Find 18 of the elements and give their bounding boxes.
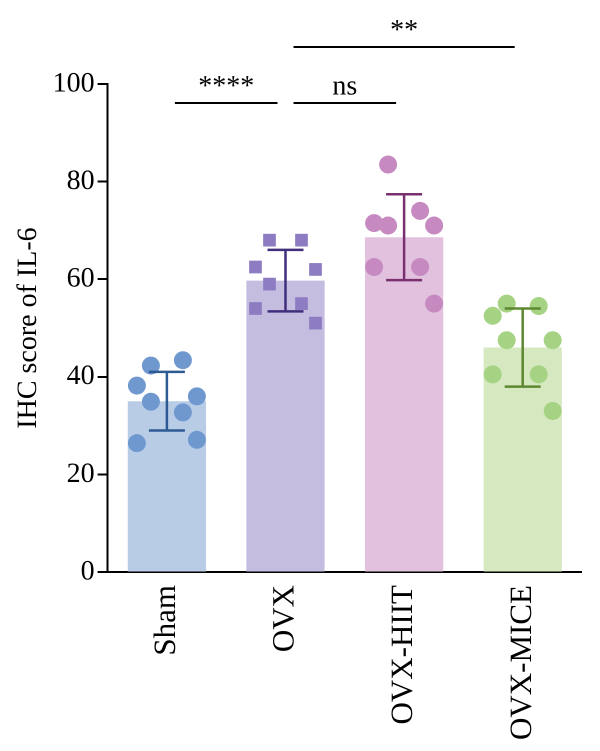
y-tick-label: 20 (66, 458, 95, 489)
y-tick-label: 40 (66, 360, 95, 392)
x-tick-label: OVX-HIIT (384, 584, 420, 724)
y-tick-label: 80 (66, 164, 95, 196)
y-tick-label: 100 (52, 67, 95, 98)
y-tick-label: 0 (80, 555, 95, 586)
y-axis-title: IHC score of IL-6 (12, 227, 44, 429)
bar (128, 401, 206, 572)
annotation: ns (332, 70, 358, 102)
annotation: **** (198, 70, 254, 102)
x-tick-label: OVX-MICE (502, 585, 538, 740)
bar (484, 348, 562, 572)
bar (364, 237, 444, 572)
y-tick-label: 60 (66, 262, 95, 294)
x-tick-label: Sham (147, 585, 182, 656)
bar (246, 280, 325, 572)
x-tick-label: OVX (266, 585, 301, 652)
text: ** (390, 14, 418, 46)
